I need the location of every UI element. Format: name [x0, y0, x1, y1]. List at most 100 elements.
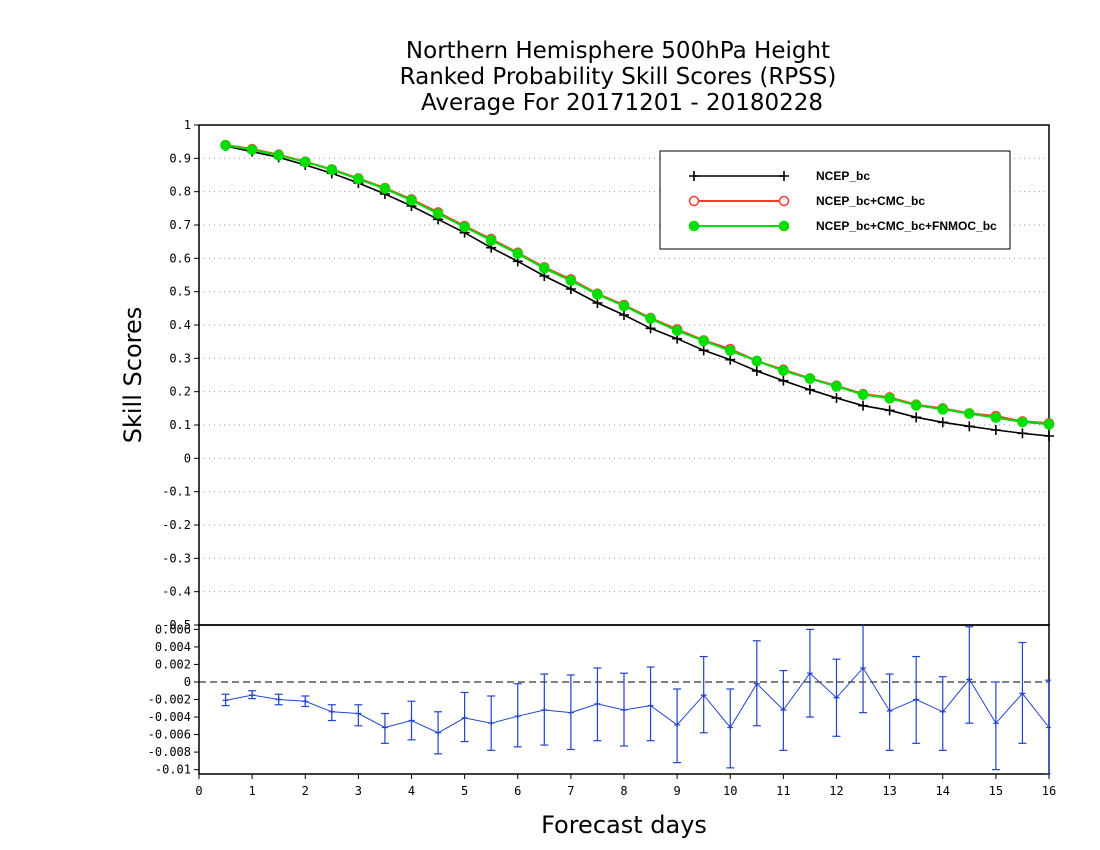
legend-marker-0 [779, 171, 789, 181]
difference-point [302, 698, 309, 705]
x-tick-label: 6 [514, 784, 521, 798]
point-marker-2 [724, 345, 736, 356]
difference-point [381, 724, 388, 731]
x-tick-label: 13 [882, 784, 896, 798]
difference-point [275, 696, 282, 703]
point-marker-2 [698, 335, 709, 347]
x-tick-label: 2 [302, 784, 309, 798]
y-tick-label: 0.5 [169, 285, 191, 299]
legend-label-1: NCEP_bc+CMC_bc [816, 194, 925, 208]
difference-point [435, 729, 442, 736]
x-tick-label: 9 [674, 784, 681, 798]
difference-point [700, 692, 707, 699]
point-marker-0 [858, 400, 869, 411]
point-marker-0 [592, 298, 603, 308]
x-axis-label: Forecast days [541, 811, 707, 839]
difference-point [886, 707, 893, 714]
x-tick-label: 4 [408, 784, 415, 798]
x-tick-label: 8 [620, 784, 627, 798]
lower-y-tick-label: 0 [184, 675, 191, 689]
difference-point [541, 707, 548, 714]
point-marker-2 [751, 355, 763, 367]
difference-point [806, 670, 813, 677]
point-marker-2 [539, 263, 550, 274]
y-tick-label: 1 [184, 118, 191, 132]
point-marker-2 [990, 412, 1002, 423]
y-tick-label: -0.5 [162, 618, 191, 632]
point-marker-2 [857, 389, 869, 400]
point-marker-2 [618, 300, 630, 312]
point-marker-2 [565, 275, 577, 286]
difference-point [833, 694, 840, 701]
point-marker-2 [671, 325, 683, 336]
difference-point [567, 709, 574, 716]
lower-y-tick-label: -0.004 [148, 710, 191, 724]
chart-title-line-3: Average For 20171201 - 20180228 [421, 90, 823, 116]
y-tick-label: 0.2 [169, 385, 191, 399]
legend-marker-1 [688, 195, 700, 207]
difference-point [249, 692, 256, 699]
point-marker-2 [512, 248, 524, 259]
lower-y-tick-label: 0.006 [155, 622, 191, 636]
difference-point [674, 721, 681, 728]
point-marker-2 [884, 393, 895, 404]
y-tick-label: 0.4 [169, 318, 191, 332]
legend-marker-2 [778, 220, 790, 232]
point-marker-0 [937, 417, 948, 428]
point-marker-2 [485, 235, 497, 246]
point-marker-0 [1017, 428, 1028, 439]
difference-point [1046, 724, 1051, 731]
difference-point [514, 713, 521, 720]
x-tick-label: 16 [1042, 784, 1056, 798]
difference-point [328, 708, 335, 715]
y-axis-label: Skill Scores [119, 307, 147, 444]
point-marker-2 [937, 404, 949, 415]
skill-score-panel: 1 0.9 0.8 0.7 0.6 0.5 0.4 0.3 0.2 0.1 0 -0.1 -0.2 -0.… [162, 118, 1055, 632]
y-tick-label: 0.6 [169, 251, 191, 265]
x-tick-label: 10 [723, 784, 737, 798]
point-marker-2 [804, 373, 816, 384]
y-tick-label: -0.2 [162, 518, 191, 532]
legend-label-0: NCEP_bc [816, 169, 870, 183]
x-tick-label: 7 [567, 784, 574, 798]
point-marker-2 [246, 144, 258, 155]
difference-point [222, 697, 229, 704]
y-tick-label: 0 [184, 451, 191, 465]
point-marker-0 [964, 421, 975, 432]
point-marker-2 [406, 195, 417, 206]
point-marker-2 [220, 140, 231, 151]
difference-point [939, 708, 946, 715]
point-marker-2 [459, 221, 470, 233]
difference-point [647, 702, 654, 709]
point-marker-2 [299, 156, 311, 168]
point-marker-2 [379, 183, 391, 194]
chart-title-line-1: Northern Hemisphere 500hPa Height [406, 38, 830, 64]
difference-point [621, 707, 627, 714]
point-marker-2 [910, 400, 922, 411]
legend-marker-1 [778, 195, 790, 207]
legend: NCEP_bc NCEP_bc+CMC_bc NCEP_bc+CMC_bc+FNMO… [659, 150, 1011, 250]
point-marker-0 [619, 310, 629, 320]
point-marker-2 [964, 408, 975, 419]
y-tick-label: -0.1 [162, 485, 191, 499]
point-marker-0 [698, 345, 709, 356]
point-marker-2 [831, 381, 842, 392]
difference-point [780, 707, 787, 714]
x-tick-label: 1 [249, 784, 256, 798]
difference-point [992, 720, 999, 727]
lower-y-tick-label: -0.01 [155, 763, 191, 777]
point-marker-2 [1017, 416, 1028, 428]
y-tick-label: 0.1 [169, 418, 191, 432]
difference-point [727, 724, 734, 731]
y-tick-label: 0.9 [169, 151, 191, 165]
point-marker-2 [326, 164, 338, 175]
difference-point [461, 714, 468, 721]
lower-y-tick-label: 0.002 [155, 657, 191, 671]
point-marker-2 [1043, 419, 1055, 430]
point-marker-2 [645, 313, 656, 324]
chart-title-line-2: Ranked Probability Skill Scores (RPSS) [400, 64, 837, 90]
y-tick-label: 0.3 [169, 351, 191, 365]
point-marker-0 [751, 366, 762, 376]
lower-y-tick-label: -0.002 [148, 693, 191, 707]
